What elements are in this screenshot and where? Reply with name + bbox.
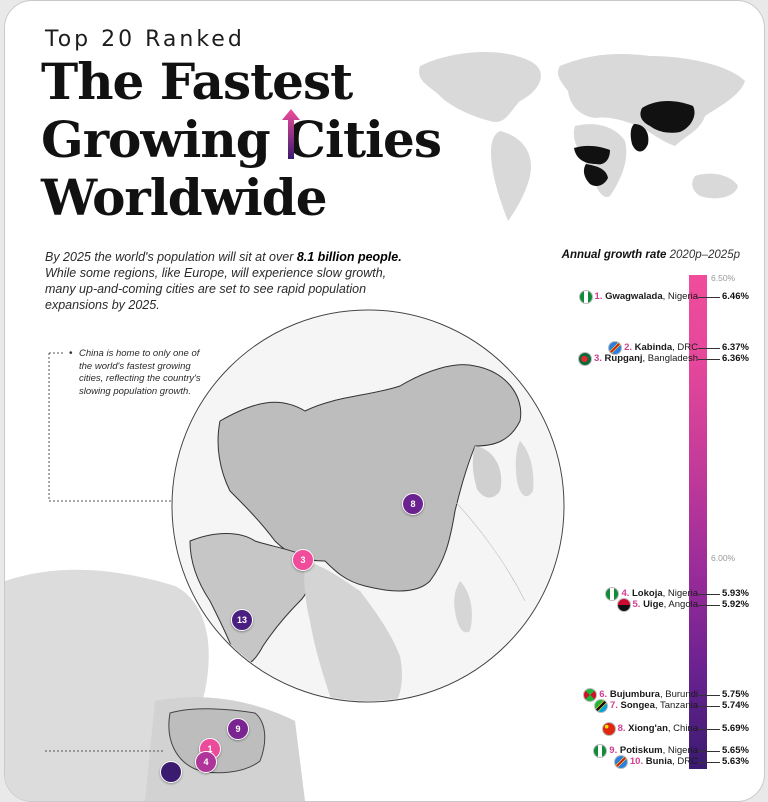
map-marker[interactable]: 8 [402,493,424,515]
leader-line [698,695,720,696]
city-label: 4. Lokoja, Nigeria [621,588,698,599]
city-label: 8. Xiong'an, China [618,723,698,734]
city-country: , Nigeria [662,291,698,303]
city-country: , Nigeria [662,745,698,756]
city-name: Bujumbura [609,689,660,700]
city-country: , Angola [663,599,698,611]
city-label: 9. Potiskum, Nigeria [609,745,698,756]
up-arrow-icon [282,109,300,159]
city-label: 3. Rupganj, Bangladesh [594,353,698,364]
city-country: , China [667,722,698,734]
leader-line [698,751,720,752]
city-label: 5. Uige, Angola [633,599,699,610]
leader-line [698,706,720,707]
map-marker[interactable]: 3 [292,549,314,571]
growth-value: 5.69% [722,722,749,734]
city-label: 1. Gwagwalada, Nigeria [595,291,699,302]
city-country: , Bangladesh [642,352,698,364]
leader-line [698,297,720,299]
chart-title: Annual growth rate 2020p–2025p [562,249,740,261]
intro-text: By 2025 the world's population will sit … [45,250,297,264]
city-rank: 9. [609,745,620,756]
growth-value: 6.46% [722,291,749,303]
city-name: Lokoja [632,588,663,600]
city-name: Rupganj [604,352,643,364]
city-name: Potiskum [619,745,663,756]
region-map [5,309,565,801]
city-rank: 1. [594,291,606,303]
city-country: , Nigeria [662,588,698,600]
city-rank: 6. [599,689,610,700]
kicker: Top 20 Ranked [45,27,245,52]
city-label: 6. Bujumbura, Burundi [599,689,698,700]
growth-value: 5.74% [722,700,749,711]
leader-line [698,762,720,764]
city-country: , Tanzania [654,700,698,711]
city-label: 7. Songea, Tanzania [610,700,698,711]
city-country: , DRC [672,756,698,768]
growth-value: 5.63% [722,756,749,768]
bangladesh-flag-icon [577,351,592,366]
leader-line [698,358,720,360]
infographic-card: Top 20 Ranked The Fastest Growing Cities… [4,0,765,802]
chart-title-text: Annual growth rate [561,249,667,261]
map-marker[interactable] [160,761,182,783]
page-title: The Fastest Growing Cities Worldwide [41,53,471,227]
tanzania-flag-icon [593,699,608,713]
scale-tick: 6.50% [711,273,736,283]
growth-value: 5.92% [722,599,749,611]
burundi-flag-icon [583,688,598,702]
city-rank: 7. [609,700,621,711]
china-note: China is home to only one of the world's… [79,348,201,397]
growth-value: 6.37% [722,341,749,353]
growth-value: 5.75% [722,689,749,700]
nigeria-flag-icon [605,587,620,602]
title-line: Growing Cities [41,110,442,169]
china-flag-icon [601,721,616,736]
city-rank: 3. [593,352,605,364]
map-marker[interactable]: 4 [195,751,217,773]
world-locator-map [419,51,745,221]
intro-text-continued: While some regions, like Europe, will ex… [45,266,387,312]
growth-value: 5.93% [722,588,749,600]
city-name: Songea [620,700,655,711]
bullet-icon: • [69,348,73,359]
drc-flag-icon [608,340,623,355]
city-rank: 4. [621,588,632,600]
nigeria-flag-icon [593,744,608,758]
city-label: 2. Kabinda, DRC [624,342,698,353]
scale-tick: 6.00% [711,553,736,563]
growth-value: 6.36% [722,352,749,364]
map-marker[interactable]: 13 [231,609,253,631]
city-rank: 2. [624,341,635,353]
intro-highlight: 8.1 billion people. [296,250,402,264]
city-name: Bunia [645,756,673,768]
title-line: The Fastest [41,52,353,111]
map-marker[interactable]: 9 [227,718,249,740]
nigeria-flag-icon [578,290,593,305]
leader-line [698,347,720,349]
city-country: , DRC [672,341,698,353]
leader-line [698,594,720,596]
city-country: , Burundi [659,689,698,700]
city-name: Gwagwalada [605,291,663,303]
city-rank: 10. [629,756,646,768]
city-rank: 5. [632,599,644,611]
city-rank: 8. [617,722,629,734]
angola-flag-icon [616,598,631,613]
city-label: 10. Bunia, DRC [630,756,698,767]
chart-subtitle: 2020p–2025p [669,249,740,261]
leader-line [698,728,720,730]
city-name: Xiong'an [628,722,668,734]
intro-paragraph: By 2025 the world's population will sit … [45,249,405,313]
leader-line [698,605,720,607]
drc-flag-icon [613,755,628,770]
city-name: Kabinda [634,341,673,353]
title-line: Worldwide [41,168,328,227]
growth-rate-bar [689,275,707,769]
growth-value: 5.65% [722,745,749,756]
city-name: Uige [643,599,664,611]
